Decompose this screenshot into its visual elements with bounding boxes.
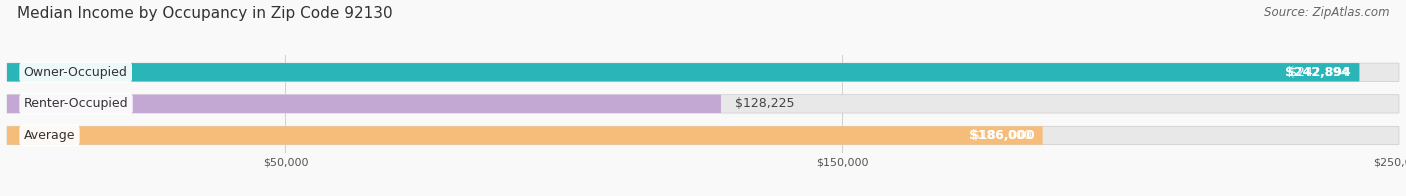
- FancyBboxPatch shape: [7, 95, 1399, 113]
- FancyBboxPatch shape: [7, 126, 1043, 145]
- Text: Owner-Occupied: Owner-Occupied: [24, 66, 128, 79]
- FancyBboxPatch shape: [7, 63, 1360, 81]
- FancyBboxPatch shape: [7, 95, 721, 113]
- Text: $242,894: $242,894: [1289, 66, 1348, 79]
- FancyBboxPatch shape: [7, 63, 1399, 81]
- Text: Renter-Occupied: Renter-Occupied: [24, 97, 128, 110]
- FancyBboxPatch shape: [7, 126, 1399, 145]
- Text: $186,000: $186,000: [972, 129, 1032, 142]
- Text: $186,000: $186,000: [969, 129, 1035, 142]
- Text: $242,894: $242,894: [1285, 66, 1351, 79]
- Text: Median Income by Occupancy in Zip Code 92130: Median Income by Occupancy in Zip Code 9…: [17, 6, 392, 21]
- Text: Source: ZipAtlas.com: Source: ZipAtlas.com: [1264, 6, 1389, 19]
- Text: $128,225: $128,225: [735, 97, 794, 110]
- Text: Average: Average: [24, 129, 76, 142]
